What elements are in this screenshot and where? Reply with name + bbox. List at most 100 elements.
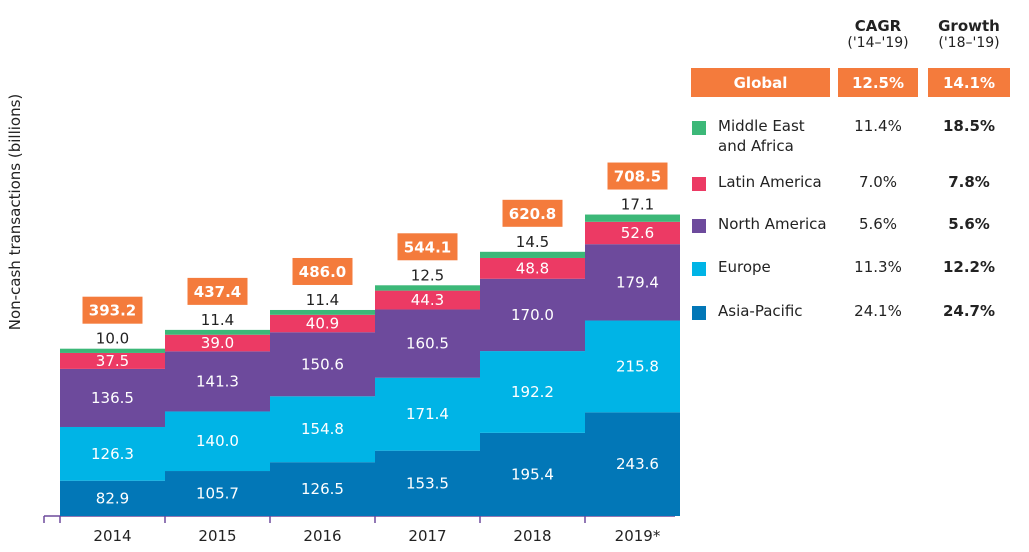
legend-label: Europe [718, 257, 848, 277]
bar-segment [60, 480, 165, 516]
bar-segment [165, 334, 270, 352]
legend-swatch [692, 262, 706, 276]
legend-growth-value: 18.5% [942, 117, 996, 135]
segment-value-label: 40.9 [306, 315, 339, 333]
legend-cagr-value: 11.4% [854, 117, 902, 135]
legend-growth-value: 24.7% [942, 302, 996, 320]
bar-segment [375, 309, 480, 378]
legend-row: Latin America 7.0% 7.8% [680, 172, 1029, 212]
x-tick-label: 2018 [513, 527, 551, 545]
segment-value-label: 12.5 [411, 266, 444, 284]
bar-segment [585, 320, 680, 413]
cagr-header: CAGR ('14–'19) [838, 18, 918, 52]
total-value-label: 544.1 [404, 238, 451, 256]
total-badge [607, 162, 668, 190]
total-value-label: 393.2 [89, 302, 136, 320]
legend-label: North America [718, 214, 848, 234]
segment-value-label: 48.8 [516, 259, 549, 277]
bar-segment [375, 290, 480, 310]
total-value-label: 437.4 [194, 283, 241, 301]
legend-cagr-value: 5.6% [858, 215, 898, 233]
total-badge [292, 257, 353, 285]
bar-segment [270, 314, 375, 333]
total-value-label: 620.8 [509, 205, 556, 223]
legend-growth-value: 12.2% [942, 258, 996, 276]
y-axis-label: Non-cash transactions (billions) [6, 94, 24, 331]
bar-segment [375, 450, 480, 516]
bar-segment [165, 411, 270, 472]
y-axis-title: Non-cash transactions (billions) [6, 94, 24, 331]
legend-growth-value: 5.6% [948, 215, 990, 233]
segment-value-label: 39.0 [201, 334, 234, 352]
x-tick-label: 2015 [198, 527, 236, 545]
bar-segment [480, 251, 585, 258]
bar-segment [270, 332, 375, 397]
bar-segment [480, 351, 585, 433]
x-tick-label: 2019* [615, 527, 661, 545]
segment-value-label: 37.5 [96, 352, 129, 370]
segment-value-label: 14.5 [516, 233, 549, 251]
legend-label-line: Europe [718, 258, 771, 276]
segment-value-label: 150.6 [301, 355, 344, 373]
legend-cagr-value: 24.1% [854, 302, 902, 320]
chart-area: 82.9 126.3 136.5 37.5 10.0 393.2 2014 105.7 140.… [6, 94, 680, 545]
legend-swatch [692, 177, 706, 191]
total-value-label: 708.5 [614, 168, 661, 186]
legend-label-line: and Africa [718, 137, 794, 155]
legend-label: Middle East and Africa [718, 116, 848, 156]
segment-value-label: 17.1 [621, 196, 654, 214]
bar-segment [585, 214, 680, 222]
growth-header-period: ('18–'19) [938, 35, 1000, 51]
x-tick-label: 2014 [93, 527, 131, 545]
bar-segment [375, 377, 480, 451]
bar-segment [270, 309, 375, 315]
segment-value-label: 136.5 [91, 389, 134, 407]
bar-segment [165, 351, 270, 412]
legend-row: Europe 11.3% 12.2% [680, 257, 1029, 297]
segment-value-label: 171.4 [406, 405, 449, 423]
global-label: Global [691, 68, 830, 97]
segment-value-label: 105.7 [196, 485, 239, 503]
bar-segment [60, 348, 165, 353]
bar-segment [165, 329, 270, 335]
legend-cagr-value: 7.0% [858, 173, 898, 191]
legend-label-line: North America [718, 215, 827, 233]
total-badge [82, 296, 143, 324]
total-badge [397, 233, 458, 261]
segment-value-label: 192.2 [511, 383, 554, 401]
legend-row: Middle East and Africa 11.4% 18.5% [680, 116, 1029, 156]
segment-value-label: 195.4 [511, 465, 554, 483]
bar-segment [585, 221, 680, 245]
legend-swatch [692, 306, 706, 320]
x-tick-label: 2016 [303, 527, 341, 545]
bar-segment [60, 426, 165, 481]
legend-growth-value: 7.8% [948, 173, 990, 191]
growth-header-title: Growth [938, 17, 1000, 35]
x-tick-label: 2017 [408, 527, 446, 545]
bar-segment [480, 257, 585, 279]
growth-header: Growth ('18–'19) [928, 18, 1010, 52]
bar-segment [270, 462, 375, 516]
legend-swatch [692, 219, 706, 233]
bar-segment [480, 278, 585, 352]
total-badge [502, 199, 563, 227]
global-cagr: 12.5% [838, 68, 918, 97]
segment-value-label: 11.4 [306, 291, 339, 309]
bar-segment [165, 471, 270, 516]
segment-value-label: 170.0 [511, 306, 554, 324]
segment-value-label: 11.4 [201, 311, 234, 329]
legend-label-line: Latin America [718, 173, 822, 191]
legend-label-line: Asia-Pacific [718, 302, 803, 320]
segment-value-label: 140.0 [196, 432, 239, 450]
bar-segment [60, 352, 165, 369]
segment-value-label: 52.6 [621, 224, 654, 242]
segment-value-label: 215.8 [616, 357, 659, 375]
legend-row: North America 5.6% 5.6% [680, 214, 1029, 254]
stacked-bar-chart: 82.9 126.3 136.5 37.5 10.0 393.2 2014 105.7 140.… [43, 162, 680, 545]
segment-value-label: 141.3 [196, 372, 239, 390]
segment-value-label: 126.3 [91, 445, 134, 463]
legend-label: Asia-Pacific [718, 301, 848, 321]
segment-value-label: 10.0 [96, 330, 129, 348]
total-badge [187, 277, 248, 305]
segment-value-label: 82.9 [96, 489, 129, 507]
